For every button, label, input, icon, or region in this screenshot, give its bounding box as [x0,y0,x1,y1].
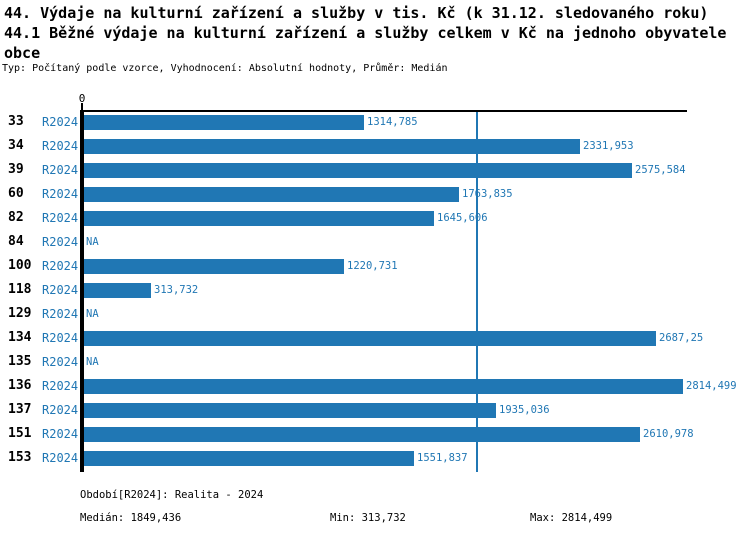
row-period-label: R2024 [42,427,79,441]
chart-row: 34 R2024 2331,953 [0,134,750,158]
chart-row: 33 R2024 1314,785 [0,110,750,134]
legend-period-label: Období[R2024]: Realita - 2024 [80,489,264,501]
value-bar [84,451,414,466]
row-category-label: 34 [8,138,24,153]
row-category-label: 137 [8,402,32,417]
value-bar [84,259,344,274]
row-period-label: R2024 [42,403,79,417]
page-title-line2: 44.1 Běžné výdaje na kulturní zařízení a… [4,24,727,62]
row-category-label: 84 [8,234,24,249]
stat-max-label: Max: 2814,499 [530,512,613,524]
value-bar [84,331,656,346]
bar-value-label: 2331,953 [583,140,634,152]
value-bar [84,187,459,202]
x-axis-zero-tick-label: 0 [78,92,86,105]
bar-value-label: 313,732 [154,284,199,296]
row-period-label: R2024 [42,235,79,249]
row-category-label: 151 [8,426,32,441]
chart-subtitle-meta: Typ: Počítaný podle vzorce, Vyhodnocení:… [2,63,448,74]
chart-row: 151 R2024 2610,978 [0,422,750,446]
row-category-label: 129 [8,306,32,321]
row-period-label: R2024 [42,163,79,177]
row-period-label: R2024 [42,211,79,225]
bar-value-label: NA [86,356,99,368]
stat-min-label: Min: 313,732 [330,512,406,524]
chart-row: 60 R2024 1763,835 [0,182,750,206]
bar-value-label: 2610,978 [643,428,694,440]
row-category-label: 82 [8,210,24,225]
bar-value-label: 1763,835 [462,188,513,200]
value-bar [84,427,640,442]
bar-value-label: 1314,785 [367,116,418,128]
row-category-label: 39 [8,162,24,177]
row-category-label: 100 [8,258,32,273]
bar-value-label: 2687,25 [659,332,704,344]
bar-value-label: 1645,606 [437,212,488,224]
y-axis-line [80,110,84,472]
x-axis-zero-tick [81,103,83,110]
row-period-label: R2024 [42,187,79,201]
value-bar [84,163,632,178]
bar-value-label: 1220,731 [347,260,398,272]
chart-row: 129 R2024 NA [0,302,750,326]
chart-row: 84 R2024 NA [0,230,750,254]
row-category-label: 134 [8,330,32,345]
page-title-line1: 44. Výdaje na kulturní zařízení a služby… [4,4,709,22]
chart-row: 118 R2024 313,732 [0,278,750,302]
row-category-label: 33 [8,114,24,129]
bar-value-label: NA [86,308,99,320]
chart-row: 136 R2024 2814,499 [0,374,750,398]
row-period-label: R2024 [42,259,79,273]
chart-row: 153 R2024 1551,837 [0,446,750,470]
value-bar [84,211,434,226]
chart-row: 100 R2024 1220,731 [0,254,750,278]
row-period-label: R2024 [42,307,79,321]
value-bar [84,379,683,394]
row-period-label: R2024 [42,115,79,129]
row-period-label: R2024 [42,379,79,393]
row-period-label: R2024 [42,355,79,369]
row-category-label: 153 [8,450,32,465]
row-category-label: 136 [8,378,32,393]
row-period-label: R2024 [42,331,79,345]
bar-value-label: NA [86,236,99,248]
value-bar [84,283,151,298]
value-bar [84,403,496,418]
bar-value-label: 2575,584 [635,164,686,176]
row-period-label: R2024 [42,139,79,153]
chart-row: 135 R2024 NA [0,350,750,374]
x-axis-line [81,110,687,112]
row-period-label: R2024 [42,451,79,465]
bar-value-label: 1551,837 [417,452,468,464]
stat-median-label: Medián: 1849,436 [80,512,182,524]
chart-row: 134 R2024 2687,25 [0,326,750,350]
bar-value-label: 2814,499 [686,380,737,392]
value-bar [84,115,364,130]
value-bar [84,139,580,154]
row-category-label: 60 [8,186,24,201]
median-reference-line [476,112,478,472]
chart-row: 39 R2024 2575,584 [0,158,750,182]
chart-row: 137 R2024 1935,036 [0,398,750,422]
chart-row: 82 R2024 1645,606 [0,206,750,230]
row-category-label: 135 [8,354,32,369]
row-category-label: 118 [8,282,32,297]
bar-value-label: 1935,036 [499,404,550,416]
row-period-label: R2024 [42,283,79,297]
